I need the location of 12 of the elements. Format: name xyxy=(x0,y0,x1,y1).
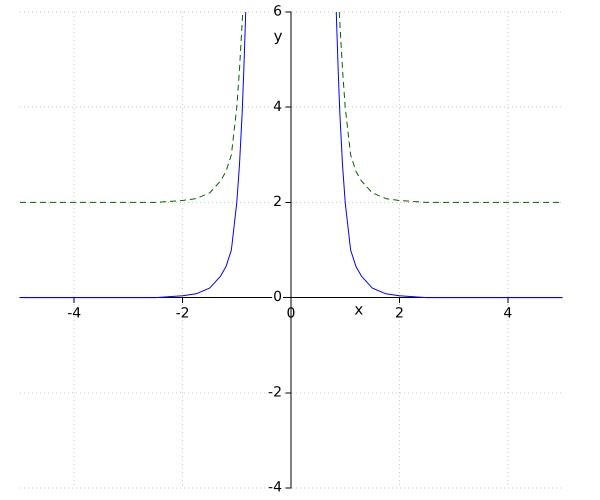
y-tick-label: 4 xyxy=(273,98,282,115)
y-tick-label: 6 xyxy=(273,4,282,20)
y-tick-label: 2 xyxy=(273,194,282,210)
y-axis-title: y xyxy=(274,26,283,45)
x-tick-label: 2 xyxy=(394,306,404,322)
y-tick-label: -4 xyxy=(268,480,282,496)
x-tick-label: -2 xyxy=(176,306,190,322)
y-tick-label: 0 xyxy=(273,289,282,306)
x-tick-label: 4 xyxy=(503,306,512,322)
y-tick-label: -2 xyxy=(268,384,282,400)
x-tick-label: -4 xyxy=(67,306,82,322)
x-axis-title: x xyxy=(354,300,364,318)
